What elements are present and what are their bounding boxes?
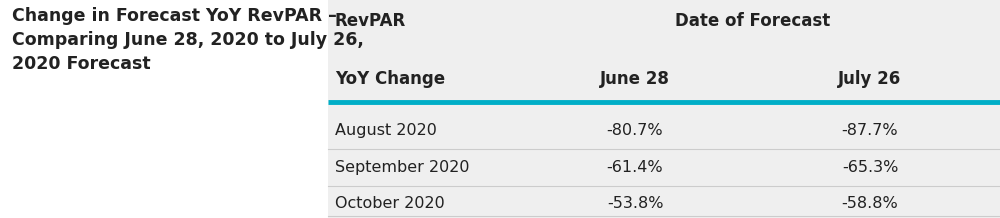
Text: Change in Forecast YoY RevPAR –
Comparing June 28, 2020 to July 26,
2020 Forecas: Change in Forecast YoY RevPAR – Comparin… <box>12 7 364 73</box>
Text: RevPAR: RevPAR <box>335 12 406 30</box>
Text: July 26: July 26 <box>838 70 902 88</box>
FancyBboxPatch shape <box>0 0 328 218</box>
Text: October 2020: October 2020 <box>335 196 445 211</box>
Text: June 28: June 28 <box>600 70 670 88</box>
Text: YoY Change: YoY Change <box>335 70 445 88</box>
FancyBboxPatch shape <box>328 0 1000 218</box>
Text: -65.3%: -65.3% <box>842 160 898 175</box>
Text: August 2020: August 2020 <box>335 123 437 138</box>
Text: -61.4%: -61.4% <box>607 160 663 175</box>
Text: September 2020: September 2020 <box>335 160 470 175</box>
Text: Date of Forecast: Date of Forecast <box>675 12 830 30</box>
Text: -53.8%: -53.8% <box>607 196 663 211</box>
Text: -80.7%: -80.7% <box>607 123 663 138</box>
Text: -87.7%: -87.7% <box>842 123 898 138</box>
Text: -58.8%: -58.8% <box>842 196 898 211</box>
